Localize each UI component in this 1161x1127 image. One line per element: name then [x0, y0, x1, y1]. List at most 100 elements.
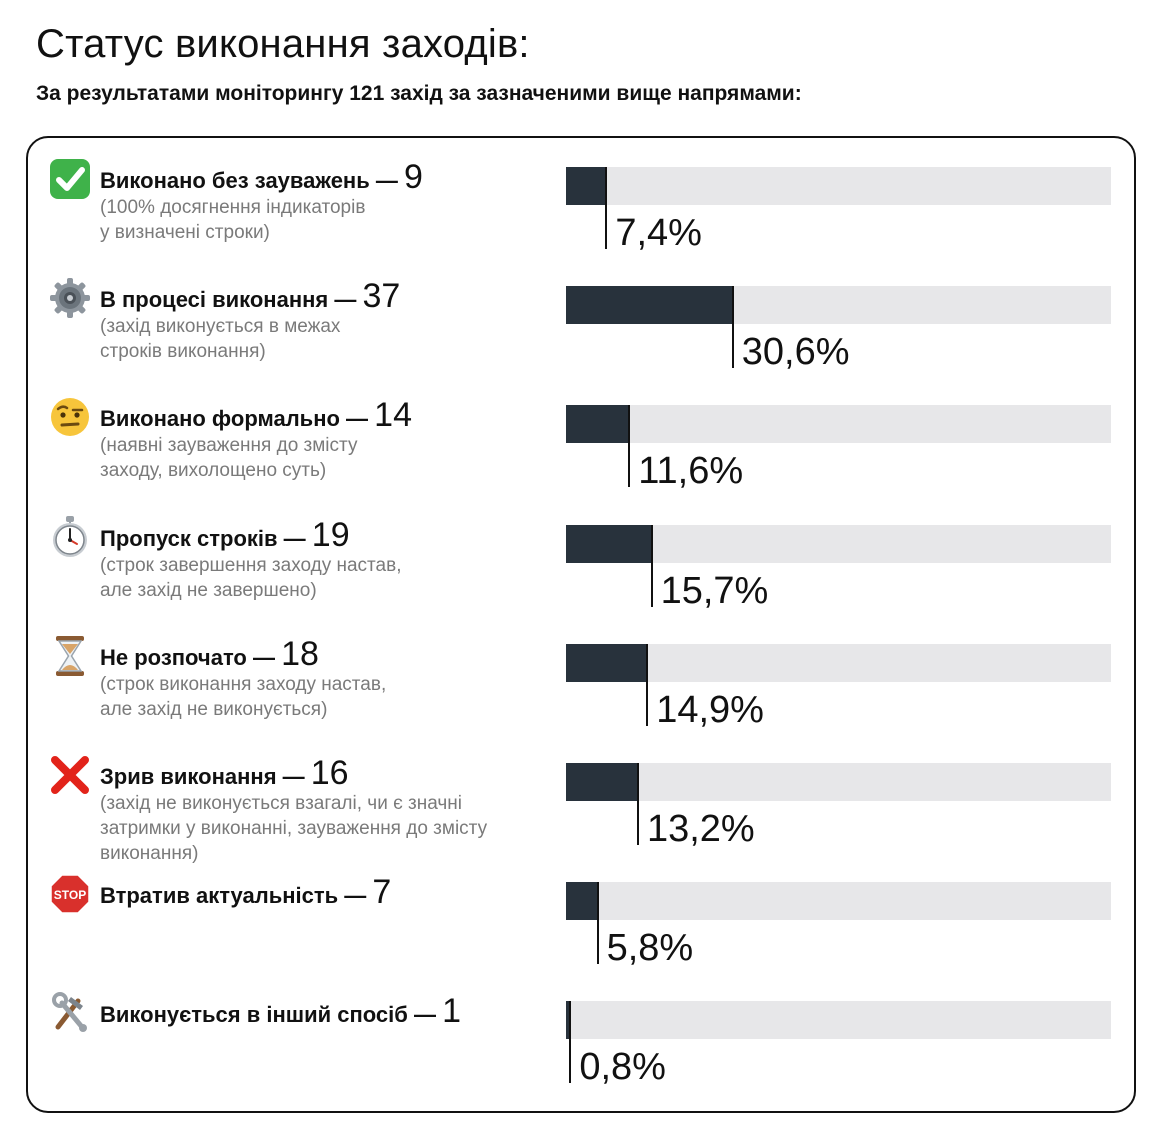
bar-end-tick [646, 643, 649, 726]
row-label: Не розпочато — 18 [100, 634, 319, 681]
em-dash: — [276, 764, 311, 789]
chart-panel [26, 136, 1136, 1113]
category-description: (100% досягнення індикаторів у визначені … [100, 195, 560, 245]
category-count: 7 [372, 873, 392, 912]
chart-row: Не розпочато — 18 (строк виконання заходу… [48, 634, 1118, 744]
description-line: строків виконання) [100, 341, 266, 363]
chart-row: Виконано без зауважень — 9 (100% досягнен… [48, 157, 1118, 267]
category-description: (захід виконується в межах строків викона… [100, 314, 560, 364]
bar [566, 1001, 571, 1040]
data-label: 11,6% [638, 450, 744, 493]
bar-track: 11,6% [566, 405, 1111, 492]
em-dash: — [246, 644, 282, 670]
data-label: 13,2% [646, 808, 755, 850]
category-count: 18 [281, 634, 319, 673]
row-label: Пропуск строків — 19 [100, 515, 350, 562]
bar-end-tick [605, 167, 608, 249]
chart-row: Пропуск строків — 19 (строк завершення за… [48, 515, 1118, 625]
category-description: (строк завершення заходу настав, але захі… [100, 553, 560, 603]
bar [566, 882, 598, 921]
cross-mark-icon [48, 753, 92, 797]
data-label: 15,7% [660, 569, 769, 612]
bar-end-tick [596, 882, 599, 965]
category-count: 1 [442, 992, 462, 1031]
row-label: Виконано формально — 14 [100, 395, 412, 442]
category-description: (захід не виконується взагалі, чи є знач… [100, 791, 560, 866]
check-mark-icon [48, 157, 92, 201]
row-label: Втратив актуальність — 7 [100, 872, 391, 919]
category-name: Зрив виконання [100, 764, 277, 789]
row-label: Виконано без зауважень — 9 [100, 157, 423, 204]
row-label: В процесі виконання — 37 [100, 276, 400, 323]
bar-end-tick [628, 405, 631, 488]
bar-track: 13,2% [566, 763, 1111, 850]
bar-end-tick [569, 1001, 572, 1084]
category-description: (строк виконання заходу настав, але захід… [100, 672, 560, 722]
stopwatch-icon [48, 515, 92, 559]
hammer-and-wrench-icon [48, 991, 92, 1035]
category-count: 9 [403, 158, 423, 196]
description-line: (захід не виконується взагалі, чи є знач… [100, 793, 463, 814]
bar-end-tick [636, 763, 639, 845]
page-title: Статус виконання заходів: [36, 22, 530, 66]
description-line: (строк виконання заходу настав, [100, 673, 387, 695]
description-line: затримки у виконанні, зауваження до зміс… [100, 818, 488, 839]
description-line: але захід не завершено) [100, 579, 317, 601]
em-dash: — [369, 168, 404, 193]
svg-text:STOP: STOP [54, 888, 86, 902]
chart-row: В процесі виконання — 37 (захід виконуєть… [48, 276, 1118, 386]
category-count: 19 [311, 515, 350, 554]
category-name: В процесі виконання [100, 287, 329, 313]
em-dash: — [328, 287, 363, 313]
category-name: Не розпочато [100, 644, 247, 670]
hourglass-icon [48, 634, 92, 678]
bar [566, 524, 652, 563]
bar-end-tick [650, 524, 653, 607]
category-name: Виконано без зауважень [100, 168, 370, 193]
chart-row: Виконується в інший спосіб — 1 0,8% [48, 991, 1118, 1101]
em-dash: — [407, 1002, 443, 1028]
description-line: (100% досягнення індикаторів [100, 197, 366, 218]
bar-track: 30,6% [566, 286, 1111, 373]
raised-eyebrow-face-icon [48, 395, 92, 439]
data-label: 7,4% [615, 212, 702, 254]
category-name: Виконується в інший спосіб [100, 1002, 408, 1028]
description-line: виконання) [100, 843, 199, 864]
bar [566, 643, 648, 682]
category-name: Пропуск строків [100, 525, 278, 551]
category-description: (наявні зауваження до змісту заходу, вихо… [100, 433, 560, 483]
stop-sign-icon: STOP [48, 872, 92, 916]
description-line: у визначені строки) [100, 222, 270, 243]
data-label: 0,8% [579, 1046, 666, 1089]
bar-track: 0,8% [566, 1001, 1111, 1088]
category-name: Втратив актуальність [100, 883, 339, 909]
em-dash: — [339, 406, 375, 432]
category-name: Виконано формально [100, 406, 340, 432]
description-line: заходу, вихолощено суть) [100, 460, 327, 482]
chart-row: STOP Втратив актуальність — 7 5,8% [48, 872, 1118, 982]
em-dash: — [338, 883, 373, 909]
data-label: 14,9% [656, 688, 764, 731]
category-count: 37 [362, 277, 401, 316]
bar-end-tick [731, 286, 734, 369]
row-label: Зрив виконання — 16 [100, 753, 349, 800]
category-count: 16 [310, 754, 349, 792]
description-line: (наявні зауваження до змісту [100, 435, 358, 457]
category-count: 14 [374, 396, 412, 435]
description-line: але захід не виконується) [100, 698, 328, 720]
bar [566, 167, 607, 205]
bar [566, 405, 630, 444]
bar [566, 763, 638, 801]
bar [566, 286, 733, 325]
bar-track: 14,9% [566, 643, 1111, 731]
data-label: 5,8% [606, 927, 694, 970]
gear-icon [48, 276, 92, 320]
chart-row: Виконано формально — 14 (наявні зауваженн… [48, 395, 1118, 505]
bar-track: 15,7% [566, 524, 1111, 612]
description-line: (захід виконується в межах [100, 316, 341, 338]
bar-track: 7,4% [566, 167, 1111, 254]
page-subtitle: За результатами моніторингу 121 захід за… [36, 82, 802, 105]
description-line: (строк завершення заходу настав, [100, 554, 402, 576]
em-dash: — [277, 525, 312, 551]
bar-track: 5,8% [566, 882, 1111, 969]
